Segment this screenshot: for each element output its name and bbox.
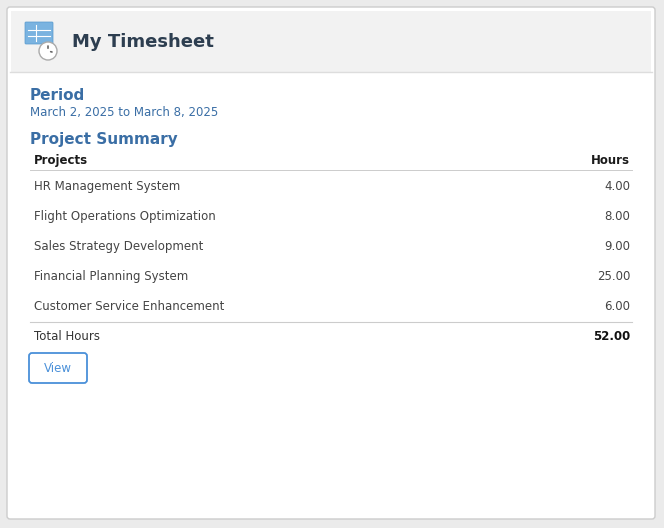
Text: Customer Service Enhancement: Customer Service Enhancement — [34, 300, 224, 313]
Text: Projects: Projects — [34, 154, 88, 167]
Text: 6.00: 6.00 — [604, 300, 630, 313]
Text: 25.00: 25.00 — [597, 270, 630, 283]
Text: Period: Period — [30, 88, 85, 103]
Text: Flight Operations Optimization: Flight Operations Optimization — [34, 210, 216, 223]
Text: 4.00: 4.00 — [604, 180, 630, 193]
Text: View: View — [44, 362, 72, 374]
Text: March 2, 2025 to March 8, 2025: March 2, 2025 to March 8, 2025 — [30, 106, 218, 119]
FancyBboxPatch shape — [25, 22, 53, 44]
Circle shape — [39, 42, 57, 60]
Text: 8.00: 8.00 — [604, 210, 630, 223]
FancyBboxPatch shape — [7, 7, 655, 519]
Text: Sales Strategy Development: Sales Strategy Development — [34, 240, 203, 253]
Bar — [11, 11, 651, 73]
Text: My Timesheet: My Timesheet — [72, 33, 214, 51]
Text: Project Summary: Project Summary — [30, 132, 178, 147]
Text: Financial Planning System: Financial Planning System — [34, 270, 189, 283]
Text: HR Management System: HR Management System — [34, 180, 180, 193]
Text: Hours: Hours — [591, 154, 630, 167]
FancyBboxPatch shape — [29, 353, 87, 383]
Text: 9.00: 9.00 — [604, 240, 630, 253]
Text: 52.00: 52.00 — [593, 330, 630, 343]
Text: Total Hours: Total Hours — [34, 330, 100, 343]
